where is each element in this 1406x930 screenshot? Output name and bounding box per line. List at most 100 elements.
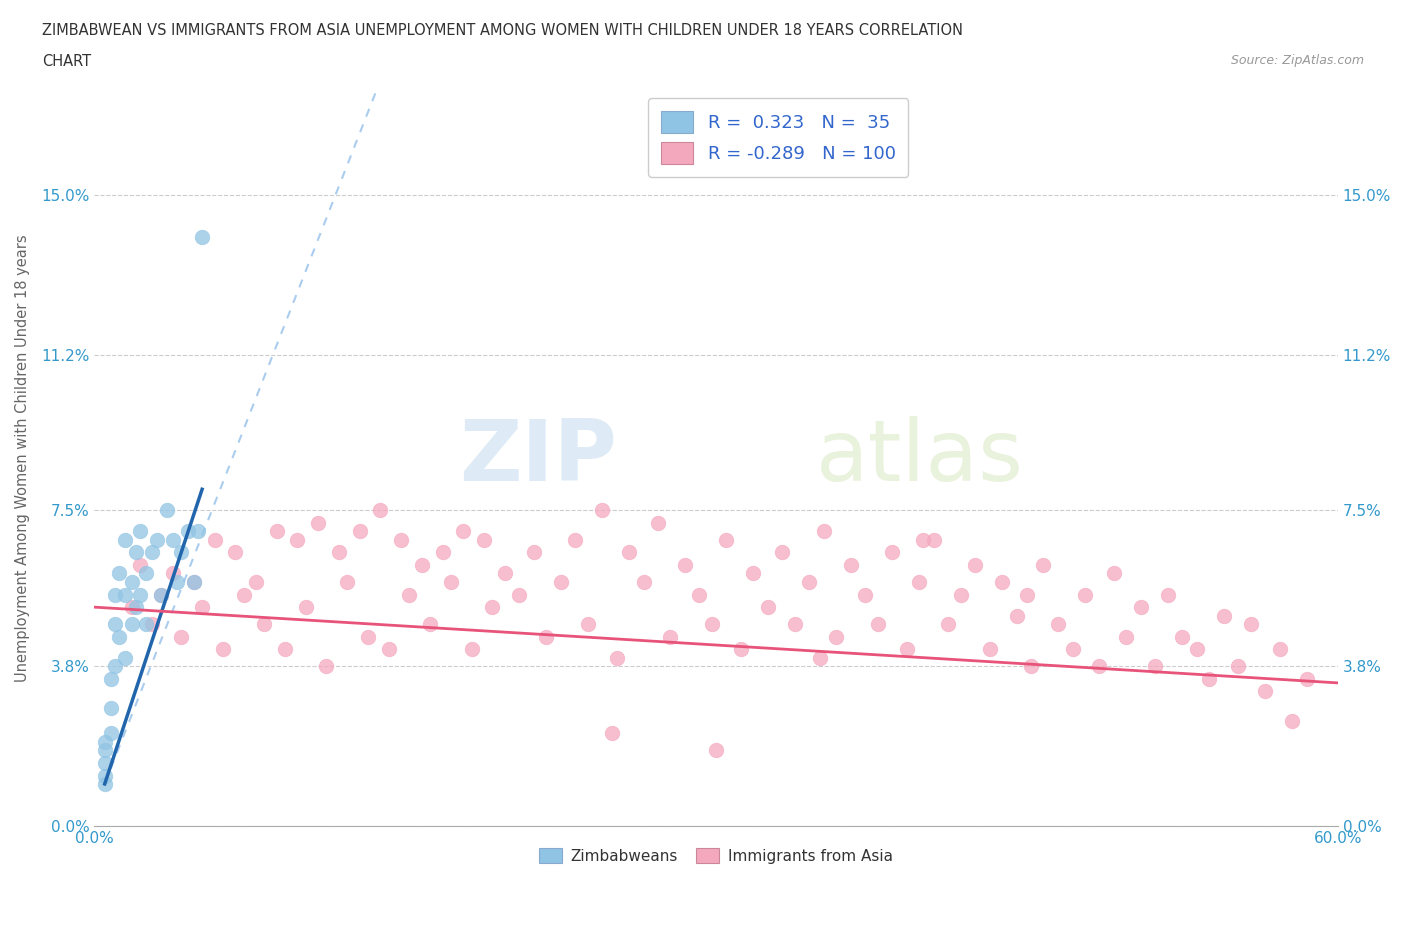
Point xyxy=(882,545,904,560)
Point xyxy=(307,515,329,530)
Point xyxy=(1227,658,1250,673)
Point xyxy=(170,545,193,560)
Point xyxy=(232,587,254,602)
Point xyxy=(1032,558,1054,573)
Point xyxy=(183,575,205,590)
Point xyxy=(93,743,115,758)
Point xyxy=(949,587,972,602)
Point xyxy=(166,575,188,590)
Point xyxy=(187,524,209,538)
Point xyxy=(93,755,115,770)
Point xyxy=(135,617,157,631)
Point xyxy=(357,630,380,644)
Point xyxy=(1157,587,1180,602)
Point xyxy=(936,617,959,631)
Point xyxy=(156,503,179,518)
Point xyxy=(1295,671,1317,686)
Point xyxy=(191,230,214,245)
Point xyxy=(135,566,157,581)
Point xyxy=(125,545,148,560)
Point xyxy=(716,532,738,547)
Point xyxy=(896,642,918,657)
Point xyxy=(659,630,682,644)
Point xyxy=(1074,587,1097,602)
Point xyxy=(145,532,167,547)
Point xyxy=(328,545,350,560)
Point xyxy=(808,650,831,665)
Point xyxy=(141,545,163,560)
Point xyxy=(121,617,143,631)
Point xyxy=(647,515,669,530)
Point xyxy=(93,735,115,750)
Point xyxy=(606,650,628,665)
Point xyxy=(294,600,316,615)
Point xyxy=(129,558,152,573)
Point xyxy=(100,671,122,686)
Point xyxy=(673,558,696,573)
Legend: Zimbabweans, Immigrants from Asia: Zimbabweans, Immigrants from Asia xyxy=(533,842,900,870)
Point xyxy=(114,650,136,665)
Y-axis label: Unemployment Among Women with Children Under 18 years: Unemployment Among Women with Children U… xyxy=(15,233,30,682)
Point xyxy=(922,532,945,547)
Point xyxy=(245,575,267,590)
Point xyxy=(1171,630,1194,644)
Text: CHART: CHART xyxy=(42,54,91,69)
Point xyxy=(523,545,546,560)
Point xyxy=(1268,642,1291,657)
Point xyxy=(204,532,226,547)
Point xyxy=(149,587,172,602)
Point xyxy=(287,532,309,547)
Point xyxy=(1115,630,1137,644)
Point xyxy=(253,617,276,631)
Point xyxy=(315,658,337,673)
Point xyxy=(211,642,233,657)
Point xyxy=(266,524,288,538)
Point xyxy=(104,617,127,631)
Point xyxy=(121,575,143,590)
Point xyxy=(991,575,1014,590)
Point xyxy=(1015,587,1038,602)
Point xyxy=(336,575,359,590)
Point xyxy=(170,630,193,644)
Point xyxy=(183,575,205,590)
Point xyxy=(114,532,136,547)
Point xyxy=(912,532,935,547)
Point xyxy=(825,630,848,644)
Point xyxy=(979,642,1001,657)
Point xyxy=(576,617,599,631)
Point xyxy=(908,575,931,590)
Point xyxy=(853,587,876,602)
Point xyxy=(100,726,122,741)
Point xyxy=(494,566,516,581)
Point xyxy=(1281,713,1303,728)
Point xyxy=(100,700,122,715)
Point xyxy=(108,630,131,644)
Point xyxy=(93,777,115,791)
Point xyxy=(176,524,198,538)
Point xyxy=(1062,642,1084,657)
Point xyxy=(93,768,115,783)
Point xyxy=(688,587,710,602)
Point xyxy=(1102,566,1125,581)
Point xyxy=(1005,608,1028,623)
Point xyxy=(104,587,127,602)
Point xyxy=(730,642,752,657)
Point xyxy=(633,575,655,590)
Point xyxy=(481,600,503,615)
Point xyxy=(419,617,441,631)
Point xyxy=(440,575,463,590)
Point xyxy=(274,642,297,657)
Point xyxy=(191,600,214,615)
Point xyxy=(1144,658,1167,673)
Point xyxy=(799,575,821,590)
Text: atlas: atlas xyxy=(815,417,1024,499)
Point xyxy=(534,630,557,644)
Point xyxy=(1254,684,1277,698)
Point xyxy=(783,617,806,631)
Point xyxy=(564,532,586,547)
Point xyxy=(460,642,482,657)
Text: Source: ZipAtlas.com: Source: ZipAtlas.com xyxy=(1230,54,1364,67)
Point xyxy=(349,524,371,538)
Point xyxy=(1088,658,1111,673)
Point xyxy=(121,600,143,615)
